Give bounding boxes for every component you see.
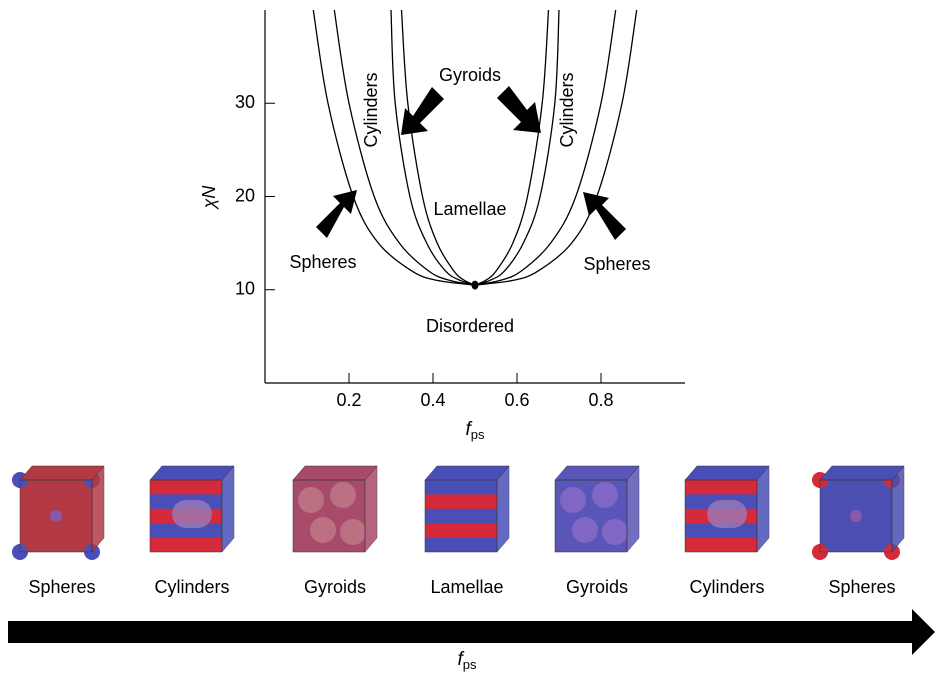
region-label: Gyroids [439,65,501,85]
layer [685,480,757,494]
structure-cube [293,466,377,552]
structure-cube [12,466,104,560]
cube-side [892,466,904,552]
layer [425,523,497,537]
phase-boundary [475,10,549,285]
cube-top [820,466,904,480]
structure-label: Cylinders [689,577,764,597]
x-axis-label: fps [465,419,485,442]
cube-top [555,466,639,480]
cube-side [92,466,104,552]
cube-side [627,466,639,552]
region-label: Spheres [289,252,356,272]
x-label-subscript: ps [471,427,485,442]
critical-point [472,281,479,290]
gyroid-blob [310,517,336,543]
gyroid-blob [592,482,618,508]
layer [685,538,757,552]
structure-cube [685,466,769,552]
sequence-axis-label: fps [457,649,477,672]
structure-label: Gyroids [304,577,366,597]
region-label: Cylinders [557,72,577,147]
structure-cube [555,466,639,552]
gyroid-blob [602,519,628,545]
phase-boundary [334,10,475,285]
x-tick-label: 0.6 [504,390,529,410]
cube-side [757,466,769,552]
phase-boundary [313,10,475,285]
structure-cube [150,466,234,552]
arrow [316,190,357,238]
cube-front [425,480,497,552]
layer [150,480,222,494]
gyroid-blob [298,487,324,513]
center-sphere [850,510,862,522]
structure-label: Spheres [28,577,95,597]
cube-top [150,466,234,480]
x-tick-label: 0.8 [588,390,613,410]
cube-side [365,466,377,552]
region-label: Spheres [583,254,650,274]
cube-side [497,466,509,552]
center-sphere [50,510,62,522]
structure-label: Lamellae [430,577,503,597]
phase-boundary [475,10,616,285]
cube-top [685,466,769,480]
y-tick-label: 30 [235,92,255,112]
x-tick-label: 0.2 [336,390,361,410]
cube-top [20,466,104,480]
y-axis-label: χN [199,185,219,211]
sequence-label-subscript: ps [463,657,477,672]
layer [425,494,497,508]
gyroid-blob [340,519,366,545]
cube-top [293,466,377,480]
x-tick-label: 0.4 [420,390,445,410]
direction-arrow [8,609,935,655]
gyroid-blob [572,517,598,543]
figure: fps χN fps 0.2 0.4 0.6 0.8 10 20 30 Cylinders Cy… [0,0,935,678]
region-label: Cylinders [361,72,381,147]
structure-cube [812,466,904,560]
gyroid-blob [560,487,586,513]
structure-label: Spheres [828,577,895,597]
arrow [497,86,541,133]
cube-top [425,466,509,480]
cylinder [707,500,747,528]
structure-label: Cylinders [154,577,229,597]
region-label: Lamellae [433,199,506,219]
structure-cube [425,466,509,552]
y-tick-label: 20 [235,185,255,205]
cube-side [222,466,234,552]
region-label: Disordered [426,316,514,336]
structure-label: Gyroids [566,577,628,597]
cylinder [172,500,212,528]
y-tick-label: 10 [235,279,255,299]
gyroid-blob [330,482,356,508]
layer [150,538,222,552]
phase-boundary [402,10,476,285]
